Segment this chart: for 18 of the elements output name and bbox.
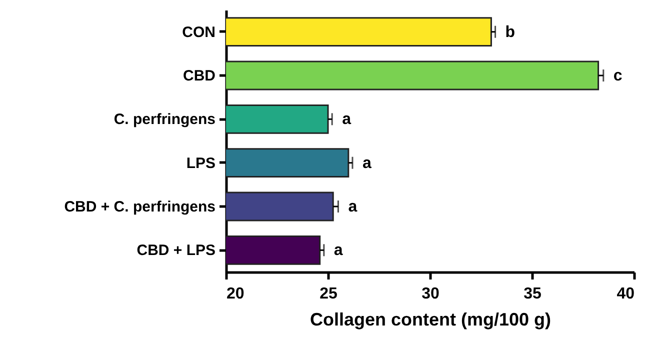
data-label: c xyxy=(613,68,622,84)
x-axis-title: Collagen content (mg/100 g) xyxy=(310,310,552,330)
data-label: a xyxy=(342,111,352,128)
y-tick-label: CBD + LPS xyxy=(136,242,216,260)
x-tick-label: 40 xyxy=(616,286,635,302)
x-tick-label: 35 xyxy=(524,286,542,302)
data-label: a xyxy=(334,242,343,260)
x-tick-label: 20 xyxy=(226,286,244,302)
x-tick-label: 30 xyxy=(422,286,440,302)
x-tick-label: 25 xyxy=(320,286,338,302)
data-label: a xyxy=(348,198,358,216)
y-tick-label: CBD + C. perfringens xyxy=(64,198,216,216)
y-tick-label: LPS xyxy=(186,154,216,172)
y-tick-label: CBD xyxy=(183,68,216,84)
y-tick-label: C. perfringens xyxy=(114,111,216,128)
data-label: b xyxy=(505,24,516,41)
data-label: a xyxy=(362,154,372,172)
y-tick-label: CON xyxy=(182,24,216,41)
